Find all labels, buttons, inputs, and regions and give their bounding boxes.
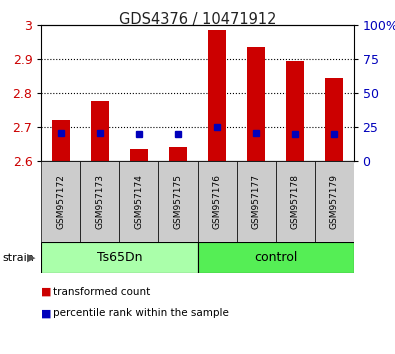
- Text: GSM957177: GSM957177: [252, 174, 261, 229]
- FancyBboxPatch shape: [81, 161, 120, 242]
- Bar: [169, 148, 187, 161]
- Text: GSM957172: GSM957172: [56, 174, 66, 229]
- Text: ■: ■: [41, 287, 52, 297]
- Bar: [52, 120, 70, 161]
- Text: GDS4376 / 10471912: GDS4376 / 10471912: [119, 12, 276, 27]
- FancyBboxPatch shape: [198, 161, 237, 242]
- FancyBboxPatch shape: [198, 242, 354, 273]
- Text: GSM957174: GSM957174: [134, 174, 143, 229]
- Text: strain: strain: [2, 252, 34, 263]
- Text: GSM957176: GSM957176: [213, 174, 222, 229]
- FancyBboxPatch shape: [41, 242, 198, 273]
- FancyBboxPatch shape: [314, 161, 354, 242]
- Text: GSM957178: GSM957178: [290, 174, 299, 229]
- Text: control: control: [254, 251, 297, 264]
- FancyBboxPatch shape: [276, 161, 314, 242]
- Text: ■: ■: [41, 308, 52, 318]
- FancyBboxPatch shape: [237, 161, 276, 242]
- Bar: [208, 30, 226, 161]
- FancyBboxPatch shape: [120, 161, 158, 242]
- Bar: [325, 78, 343, 161]
- Bar: [286, 61, 304, 161]
- Text: Ts65Dn: Ts65Dn: [97, 251, 142, 264]
- FancyBboxPatch shape: [41, 161, 81, 242]
- Bar: [247, 47, 265, 161]
- Bar: [130, 149, 148, 161]
- Text: ▶: ▶: [27, 252, 36, 263]
- Text: GSM957173: GSM957173: [96, 174, 105, 229]
- Text: GSM957179: GSM957179: [329, 174, 339, 229]
- Text: percentile rank within the sample: percentile rank within the sample: [53, 308, 229, 318]
- Text: transformed count: transformed count: [53, 287, 150, 297]
- Bar: [91, 102, 109, 161]
- FancyBboxPatch shape: [158, 161, 198, 242]
- Text: GSM957175: GSM957175: [173, 174, 182, 229]
